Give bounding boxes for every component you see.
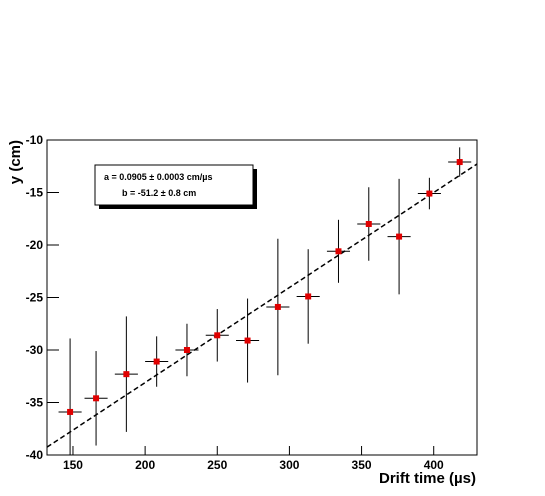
point <box>365 221 372 227</box>
x-tick-label: 300 <box>279 458 299 472</box>
y-tick-label: -40 <box>26 448 44 462</box>
fit-b: b = -51.2 ± 0.8 cm <box>122 188 196 198</box>
point <box>123 371 130 378</box>
point <box>67 408 74 415</box>
y-tick-label: -30 <box>26 343 44 357</box>
point <box>335 248 342 255</box>
fit-a: a = 0.0905 ± 0.0003 cm/µs <box>104 172 212 182</box>
point <box>244 337 251 344</box>
point <box>426 190 433 197</box>
x-tick-label: 200 <box>135 458 155 472</box>
x-tick-label: 250 <box>207 458 227 472</box>
fit-line <box>46 163 478 448</box>
y-tick-label: -15 <box>26 186 44 200</box>
point <box>93 395 100 402</box>
x-axis-label: Drift time (µs) <box>379 470 476 487</box>
point <box>456 159 463 166</box>
y-tick-label: -10 <box>26 133 44 147</box>
point <box>274 303 281 310</box>
x-tick-label: 400 <box>424 458 444 472</box>
y-tick-label: -35 <box>26 396 44 410</box>
fit-box <box>94 164 254 206</box>
point <box>183 347 190 353</box>
point <box>305 293 312 300</box>
x-tick-label: 150 <box>63 458 83 472</box>
point <box>214 332 221 339</box>
y-axis-label: y (cm) <box>7 140 24 184</box>
y-tick-label: -25 <box>26 291 44 305</box>
point <box>153 358 160 365</box>
y-tick-label: -20 <box>26 238 44 252</box>
x-tick-label: 350 <box>352 458 372 472</box>
point <box>396 233 403 240</box>
